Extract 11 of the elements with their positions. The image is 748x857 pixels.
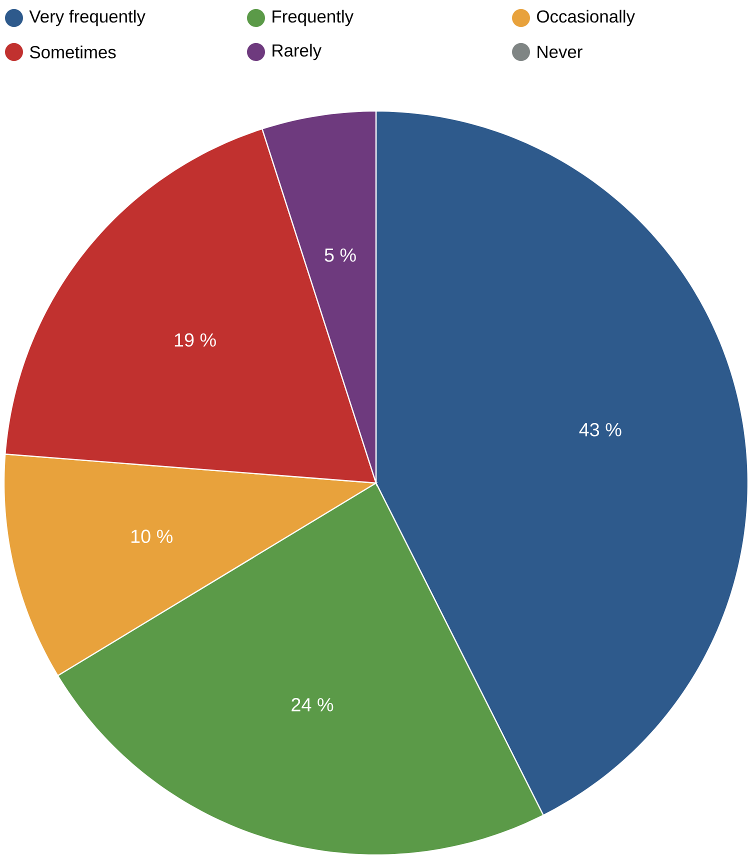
data-label: 24 % <box>292 698 334 712</box>
data-label: 19 % <box>174 333 216 347</box>
data-label: 5 % <box>324 248 356 262</box>
legend-label: Rarely <box>272 44 322 60</box>
data-label: 43 % <box>579 422 622 436</box>
legend-label: Never <box>538 46 582 58</box>
legend-label: Frequently <box>272 10 354 26</box>
legend-label: Very frequently <box>29 10 146 26</box>
data-label: 10 % <box>131 530 172 544</box>
legend-label: Occasionally <box>537 10 635 26</box>
legend-label: Sometimes <box>30 46 116 58</box>
